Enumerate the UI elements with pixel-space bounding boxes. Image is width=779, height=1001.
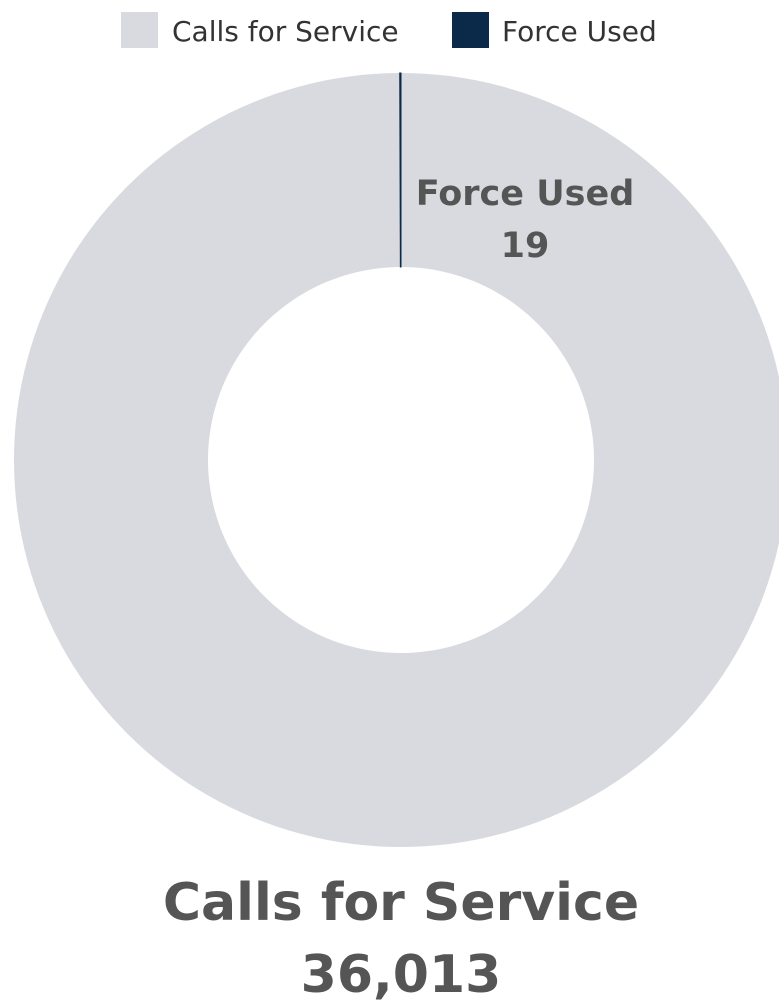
legend-swatch-calls-for-service bbox=[121, 12, 158, 48]
data-label-force-used: Force Used 19 bbox=[416, 174, 635, 266]
legend-label-calls-for-service: Calls for Service bbox=[172, 15, 399, 48]
slice-calls-for-service bbox=[14, 73, 779, 847]
data-label-calls-for-service: Calls for Service 36,013 bbox=[163, 873, 639, 1001]
data-label-force-used-name: Force Used bbox=[416, 174, 635, 214]
legend-swatch-force-used bbox=[452, 12, 489, 48]
slice-force-used bbox=[399, 72, 402, 268]
data-label-calls-for-service-value: 36,013 bbox=[301, 945, 502, 1001]
donut-slices bbox=[14, 72, 779, 847]
data-label-calls-for-service-name: Calls for Service bbox=[163, 873, 639, 933]
legend-label-force-used: Force Used bbox=[502, 15, 657, 48]
legend: Calls for Service Force Used bbox=[121, 12, 657, 48]
data-label-force-used-value: 19 bbox=[501, 226, 550, 266]
